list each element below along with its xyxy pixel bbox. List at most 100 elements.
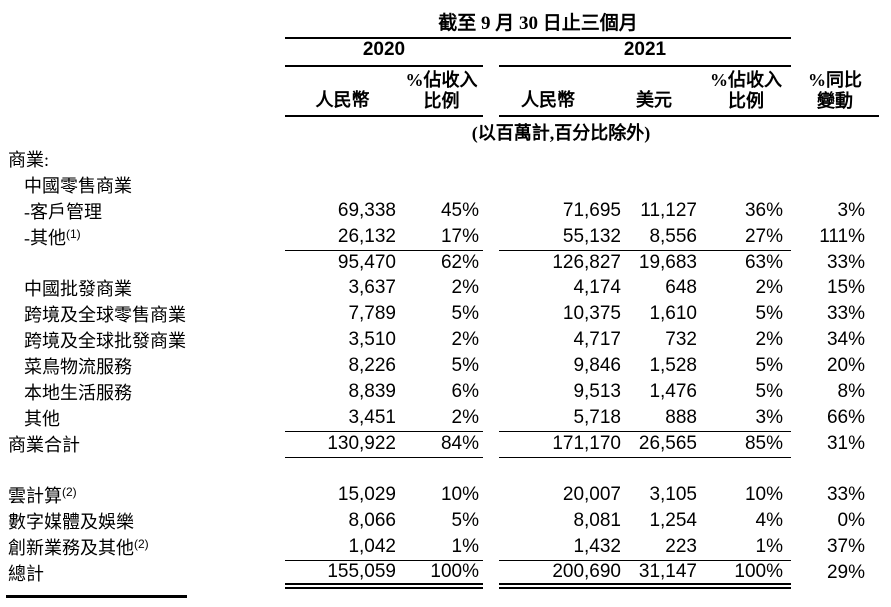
cell-pct-2020: 2% bbox=[400, 405, 483, 432]
table-row: 商業合計 130,922 84% 171,170 26,565 85% 31% bbox=[0, 431, 879, 458]
table-row: 創新業務及其他(2) 1,042 1% 1,432 223 1% 37% bbox=[0, 534, 879, 561]
cell-pct-2021: 5% bbox=[755, 355, 784, 376]
cell-rmb-2020: 95,470 bbox=[337, 251, 396, 273]
cell-pct-2020: 62% bbox=[440, 251, 479, 273]
cell-usd-2021: 1,254 bbox=[649, 510, 697, 531]
row-label: -其他(1) bbox=[24, 227, 81, 248]
spacer-cell bbox=[483, 353, 499, 379]
col-header-rmb-2021: 人民幣 bbox=[499, 66, 627, 117]
table-row: 雲計算(2) 15,029 10% 20,007 3,105 10% 33% bbox=[0, 482, 879, 508]
cell-rmb-2021: 20,007 bbox=[562, 484, 621, 505]
cell-rmb-2020: 7,789 bbox=[348, 303, 396, 324]
spacer-cell bbox=[483, 405, 499, 431]
spacer-cell bbox=[483, 508, 499, 534]
cell-rmb-2020: 1,042 bbox=[285, 534, 400, 561]
cell-yoy-change: 0% bbox=[837, 510, 866, 531]
cell-pct-2021: 100% bbox=[701, 560, 792, 589]
row-label: 跨境及全球零售商業 bbox=[24, 305, 186, 325]
cell-rmb-2020: 8,839 bbox=[348, 381, 396, 402]
spacer-cell bbox=[285, 146, 879, 172]
cell-usd-2021: 31,147 bbox=[627, 560, 701, 589]
row-label bbox=[0, 250, 285, 275]
cell-yoy-change: 33% bbox=[826, 484, 866, 505]
table-row: 人民幣 %佔收入 比例 人民幣 美元 %佔收入 比例 %同比 變動 bbox=[0, 66, 880, 117]
year-2020-header: 2020 bbox=[285, 38, 483, 67]
period-title: 截至 9 月 30 日止三個月 bbox=[285, 8, 792, 39]
cell-rmb-2021: 171,170 bbox=[499, 431, 627, 458]
spacer-cell bbox=[0, 457, 879, 482]
spacer-cell bbox=[483, 534, 499, 560]
segment-revenue-table: 截至 9 月 30 日止三個月 2020 2021 人民幣 %佔收入 比例 人民… bbox=[0, 8, 880, 589]
row-label: 其他 bbox=[24, 409, 60, 429]
cell-usd-2021: 1,528 bbox=[649, 355, 697, 376]
footnote-marker: (2) bbox=[62, 485, 77, 499]
row-label: 中國批發商業 bbox=[24, 279, 132, 299]
footnote-marker: (2) bbox=[134, 537, 149, 551]
cell-rmb-2020: 8,066 bbox=[348, 510, 396, 531]
row-label: -客戶管理 bbox=[24, 202, 102, 222]
cell-rmb-2020: 3,451 bbox=[285, 405, 400, 432]
row-label: 菜鳥物流服務 bbox=[24, 357, 132, 377]
cell-pct-2021: 85% bbox=[701, 431, 792, 458]
spacer-cell bbox=[483, 327, 499, 353]
spacer-cell bbox=[483, 560, 499, 586]
cell-yoy-change: 29% bbox=[826, 562, 866, 583]
spacer-cell bbox=[483, 379, 499, 405]
cell-rmb-2021: 4,174 bbox=[573, 277, 621, 298]
table-row: -其他(1) 26,132 17% 55,132 8,556 27% 111% bbox=[0, 224, 879, 251]
cell-yoy-change: 31% bbox=[826, 433, 866, 454]
cell-pct-2021: 10% bbox=[744, 484, 784, 505]
cell-yoy-change: 66% bbox=[826, 407, 866, 428]
table-row: (以百萬計,百分比除外) bbox=[0, 116, 879, 146]
cell-rmb-2020: 130,922 bbox=[285, 431, 400, 458]
spacer-cell bbox=[483, 482, 499, 508]
row-label: 商業合計 bbox=[8, 435, 80, 455]
cell-rmb-2020: 69,338 bbox=[337, 200, 396, 221]
cell-rmb-2021: 5,718 bbox=[499, 405, 627, 432]
spacer-cell bbox=[483, 431, 499, 457]
cell-usd-2021: 3,105 bbox=[649, 484, 697, 505]
table-row: 數字媒體及娛樂 8,066 5% 8,081 1,254 4% 0% bbox=[0, 508, 879, 534]
spacer-cell bbox=[0, 38, 285, 66]
cell-usd-2021: 223 bbox=[627, 534, 701, 561]
cell-pct-2021: 5% bbox=[755, 303, 784, 324]
cell-rmb-2020: 15,029 bbox=[337, 484, 396, 505]
footnote-divider bbox=[6, 595, 187, 598]
col-header-pct-2021-line1: %佔收入 bbox=[710, 70, 782, 90]
cell-rmb-2021: 10,375 bbox=[562, 303, 621, 324]
table-row bbox=[0, 457, 879, 482]
cell-yoy-change: 33% bbox=[826, 251, 866, 273]
spacer-cell bbox=[0, 66, 285, 116]
cell-pct-2020: 45% bbox=[440, 200, 479, 221]
cell-yoy-change: 15% bbox=[826, 277, 866, 298]
spacer-cell bbox=[483, 250, 499, 275]
row-label: 跨境及全球批發商業 bbox=[24, 331, 186, 351]
cell-rmb-2021: 126,827 bbox=[552, 251, 621, 273]
row-label: 商業: bbox=[8, 150, 50, 170]
cell-usd-2021: 732 bbox=[665, 329, 697, 350]
table-row: 總計 155,059 100% 200,690 31,147 100% 29% bbox=[0, 560, 879, 589]
cell-pct-2020: 6% bbox=[451, 381, 479, 402]
cell-pct-2021: 63% bbox=[744, 251, 784, 273]
spacer-cell bbox=[285, 172, 879, 198]
col-header-pct-2020: %佔收入 比例 bbox=[400, 66, 483, 117]
cell-usd-2021: 1,476 bbox=[649, 381, 697, 402]
cell-pct-2020: 17% bbox=[400, 224, 483, 251]
cell-pct-2020: 10% bbox=[440, 484, 479, 505]
spacer-cell bbox=[0, 8, 285, 38]
table-row: 2020 2021 bbox=[0, 38, 879, 67]
cell-pct-2020: 5% bbox=[451, 355, 479, 376]
cell-usd-2021: 888 bbox=[627, 405, 701, 432]
cell-rmb-2020: 3,637 bbox=[348, 277, 396, 298]
spacer-cell bbox=[483, 224, 499, 250]
cell-pct-2021: 27% bbox=[701, 224, 792, 251]
table-row: -客戶管理 69,338 45% 71,695 11,127 36% 3% bbox=[0, 198, 879, 224]
table-row: 其他 3,451 2% 5,718 888 3% 66% bbox=[0, 405, 879, 432]
cell-usd-2021: 1,610 bbox=[649, 303, 697, 324]
spacer-cell bbox=[483, 301, 499, 327]
row-label: 數字媒體及娛樂 bbox=[8, 512, 134, 532]
table-row: 中國批發商業 3,637 2% 4,174 648 2% 15% bbox=[0, 275, 879, 301]
table-row: 跨境及全球零售商業 7,789 5% 10,375 1,610 5% 33% bbox=[0, 301, 879, 327]
footnote-marker: (1) bbox=[66, 227, 81, 241]
cell-pct-2021: 36% bbox=[744, 200, 784, 221]
